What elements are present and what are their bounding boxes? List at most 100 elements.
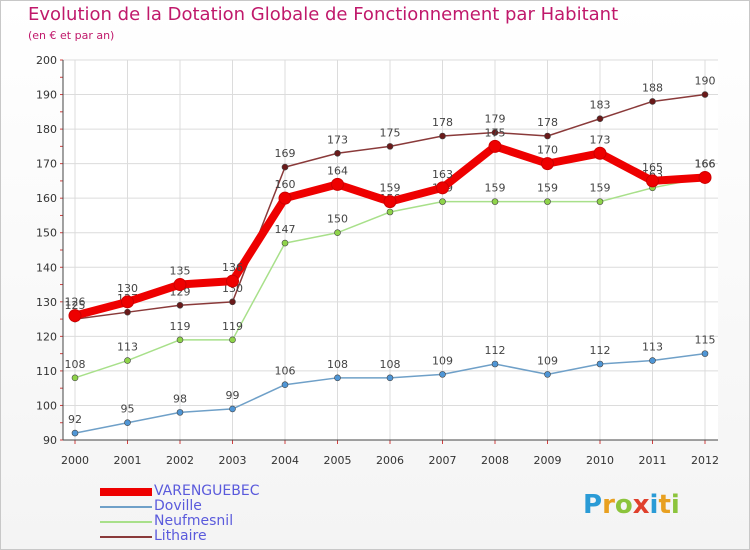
y-tick-label: 170 [36,158,57,171]
data-label-neufmesnil: 119 [222,320,243,333]
y-tick-label: 90 [43,434,57,447]
proxiti-logo: Proxiti [583,490,680,520]
data-point-varenguebec [541,157,554,171]
data-label-doville: 109 [537,354,558,367]
y-tick-label: 110 [36,365,57,378]
data-label-varenguebec: 164 [327,164,348,177]
data-label-doville: 113 [642,341,663,354]
data-point-varenguebec [488,139,502,153]
data-point-doville [491,360,499,368]
data-label-doville: 106 [275,365,296,378]
x-tick-label: 2000 [61,454,89,467]
x-tick-label: 2006 [376,454,404,467]
data-point-doville [281,381,289,389]
x-tick-label: 2012 [691,454,719,467]
x-tick-label: 2002 [166,454,194,467]
data-point-varenguebec [121,295,134,309]
data-point-doville [386,374,394,382]
data-label-doville: 108 [327,358,348,371]
x-tick-label: 2003 [219,454,247,467]
data-point-varenguebec [436,181,449,195]
data-label-neufmesnil: 150 [327,213,348,226]
data-point-varenguebec [698,170,712,184]
legend-swatch-neufmesnil [100,520,152,523]
data-point-varenguebec [331,177,344,191]
data-label-doville: 95 [121,403,135,416]
y-tick-label: 150 [36,227,57,240]
x-tick-label: 2001 [114,454,142,467]
data-label-varenguebec: 166 [695,157,716,170]
data-label-neufmesnil: 147 [275,223,296,236]
legend-swatch-doville [100,505,152,508]
data-point-varenguebec [226,274,239,288]
data-label-lithaire: 175 [380,126,401,139]
y-tick-label: 190 [36,89,57,102]
data-point-lithaire [386,143,394,150]
x-tick-label: 2011 [639,454,667,467]
x-tick-label: 2008 [481,454,509,467]
data-point-neufmesnil [334,229,341,237]
data-label-lithaire: 188 [642,81,663,94]
legend-item-doville: Doville [100,499,259,514]
y-tick-label: 120 [36,330,57,343]
data-label-doville: 115 [695,334,716,347]
data-point-lithaire [439,132,446,140]
data-label-varenguebec: 163 [432,168,453,181]
data-label-varenguebec: 130 [117,282,138,295]
data-point-doville [334,374,341,382]
data-point-lithaire [701,91,709,98]
data-point-lithaire [334,149,341,157]
data-label-neufmesnil: 113 [117,341,138,354]
x-tick-label: 2005 [324,454,352,467]
legend-item-neufmesnil: Neufmesnil [100,514,259,529]
data-label-doville: 92 [68,413,82,426]
data-label-lithaire: 178 [432,116,453,129]
legend-label-doville: Doville [154,498,202,514]
data-point-doville [544,371,551,378]
data-point-neufmesnil [596,198,604,205]
data-label-neufmesnil: 166 [695,157,716,170]
data-point-doville [596,360,604,368]
data-label-varenguebec: 170 [537,144,558,157]
data-point-neufmesnil [544,198,551,205]
data-point-lithaire [491,129,499,136]
chart-title: Evolution de la Dotation Globale de Fonc… [28,4,619,25]
data-label-varenguebec: 159 [380,182,401,195]
data-label-lithaire: 125 [65,299,86,312]
data-point-neufmesnil [124,357,131,364]
data-point-doville [71,429,79,437]
data-label-doville: 112 [485,344,506,357]
data-point-neufmesnil [439,198,446,205]
data-point-varenguebec [68,309,82,323]
x-tick-label: 2004 [271,454,299,467]
legend-item-lithaire: Lithaire [100,529,259,544]
data-point-neufmesnil [281,239,289,247]
data-point-doville [649,357,656,364]
y-tick-label: 200 [36,54,57,67]
data-point-doville [124,419,131,427]
data-point-doville [229,405,236,413]
data-label-neufmesnil: 159 [485,182,506,195]
y-tick-label: 140 [36,261,57,274]
data-point-lithaire [124,308,131,316]
data-point-varenguebec [593,146,607,160]
data-point-varenguebec [173,278,187,292]
data-label-doville: 99 [226,389,240,402]
data-label-varenguebec: 173 [590,133,611,146]
data-label-neufmesnil: 159 [590,182,611,195]
legend-swatch-lithaire [100,535,152,538]
data-point-lithaire [229,298,236,306]
data-label-lithaire: 183 [590,99,611,112]
data-point-neufmesnil [491,198,499,205]
chart-legend: VARENGUEBEC Doville Neufmesnil Lithaire [100,484,259,544]
y-tick-label: 100 [36,399,57,412]
data-point-neufmesnil [229,336,236,344]
data-point-lithaire [281,163,289,171]
legend-label-varenguebec: VARENGUEBEC [154,483,260,499]
legend-swatch-varenguebec [100,487,152,496]
data-label-lithaire: 190 [695,75,716,88]
data-label-neufmesnil: 119 [170,320,191,333]
data-point-doville [439,371,446,378]
data-label-lithaire: 178 [537,116,558,129]
